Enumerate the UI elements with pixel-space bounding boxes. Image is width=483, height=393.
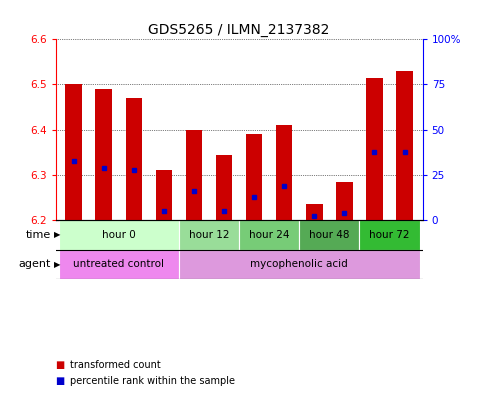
- Text: ■: ■: [56, 360, 65, 371]
- Text: hour 12: hour 12: [189, 230, 229, 240]
- Text: mycophenolic acid: mycophenolic acid: [250, 259, 348, 269]
- Bar: [65, 84, 82, 220]
- Title: GDS5265 / ILMN_2137382: GDS5265 / ILMN_2137382: [148, 23, 330, 37]
- Bar: [239, 220, 299, 250]
- Text: hour 72: hour 72: [369, 230, 410, 240]
- Text: agent: agent: [18, 259, 51, 269]
- Bar: [216, 154, 232, 220]
- Text: transformed count: transformed count: [70, 360, 161, 371]
- Text: hour 0: hour 0: [102, 230, 136, 240]
- Bar: [126, 98, 142, 220]
- Text: hour 48: hour 48: [309, 230, 350, 240]
- Bar: [185, 130, 202, 220]
- Bar: [276, 125, 293, 220]
- Text: time: time: [26, 230, 51, 240]
- Text: ▶: ▶: [54, 260, 60, 269]
- Text: ■: ■: [56, 376, 65, 386]
- Bar: [366, 78, 383, 220]
- Bar: [396, 71, 413, 220]
- Text: ▶: ▶: [54, 230, 60, 239]
- Bar: [179, 250, 420, 279]
- Bar: [156, 171, 172, 220]
- Bar: [58, 220, 179, 250]
- Bar: [359, 220, 420, 250]
- Text: percentile rank within the sample: percentile rank within the sample: [70, 376, 235, 386]
- Bar: [336, 182, 353, 220]
- Text: untreated control: untreated control: [73, 259, 164, 269]
- Bar: [306, 204, 323, 220]
- Bar: [299, 220, 359, 250]
- Bar: [179, 220, 239, 250]
- Bar: [96, 89, 112, 220]
- Bar: [58, 250, 179, 279]
- Text: hour 24: hour 24: [249, 230, 289, 240]
- Bar: [246, 134, 262, 220]
